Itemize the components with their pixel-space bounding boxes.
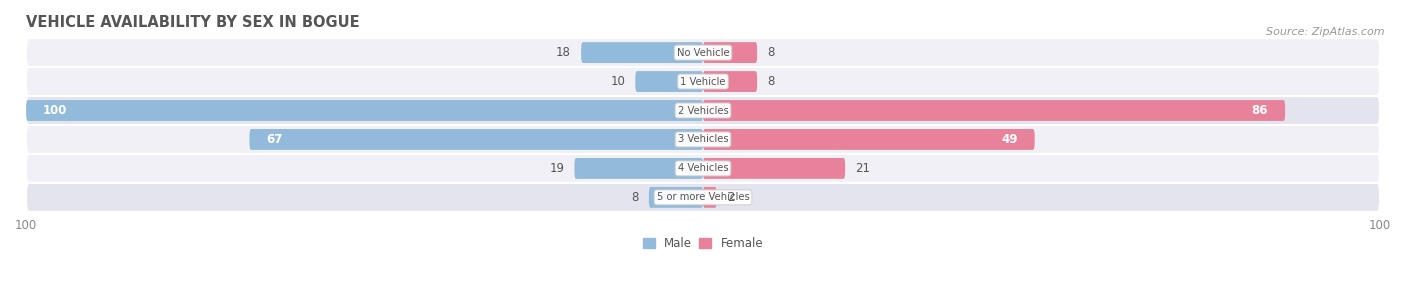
Text: 2: 2 bbox=[727, 191, 734, 204]
Text: 2 Vehicles: 2 Vehicles bbox=[678, 106, 728, 116]
Text: 1 Vehicle: 1 Vehicle bbox=[681, 77, 725, 87]
Text: 100: 100 bbox=[44, 104, 67, 117]
Text: VEHICLE AVAILABILITY BY SEX IN BOGUE: VEHICLE AVAILABILITY BY SEX IN BOGUE bbox=[27, 15, 360, 30]
Text: 8: 8 bbox=[631, 191, 638, 204]
Text: 4 Vehicles: 4 Vehicles bbox=[678, 163, 728, 174]
Text: No Vehicle: No Vehicle bbox=[676, 48, 730, 58]
FancyBboxPatch shape bbox=[249, 129, 703, 150]
Text: 8: 8 bbox=[768, 75, 775, 88]
FancyBboxPatch shape bbox=[581, 42, 703, 63]
Text: Source: ZipAtlas.com: Source: ZipAtlas.com bbox=[1267, 27, 1385, 38]
Text: 19: 19 bbox=[550, 162, 564, 175]
FancyBboxPatch shape bbox=[575, 158, 703, 179]
FancyBboxPatch shape bbox=[25, 125, 1381, 154]
FancyBboxPatch shape bbox=[636, 71, 703, 92]
Text: 3 Vehicles: 3 Vehicles bbox=[678, 135, 728, 145]
FancyBboxPatch shape bbox=[648, 187, 703, 208]
Text: 5 or more Vehicles: 5 or more Vehicles bbox=[657, 192, 749, 202]
Text: 21: 21 bbox=[855, 162, 870, 175]
FancyBboxPatch shape bbox=[703, 158, 845, 179]
Text: 10: 10 bbox=[610, 75, 626, 88]
FancyBboxPatch shape bbox=[703, 71, 758, 92]
FancyBboxPatch shape bbox=[25, 67, 1381, 96]
FancyBboxPatch shape bbox=[25, 154, 1381, 183]
FancyBboxPatch shape bbox=[25, 96, 1381, 125]
Text: 49: 49 bbox=[1001, 133, 1018, 146]
FancyBboxPatch shape bbox=[27, 100, 703, 121]
FancyBboxPatch shape bbox=[25, 183, 1381, 212]
Text: 18: 18 bbox=[557, 46, 571, 59]
Text: 67: 67 bbox=[266, 133, 283, 146]
FancyBboxPatch shape bbox=[703, 129, 1035, 150]
FancyBboxPatch shape bbox=[703, 187, 717, 208]
FancyBboxPatch shape bbox=[703, 42, 758, 63]
FancyBboxPatch shape bbox=[25, 38, 1381, 67]
Legend: Male, Female: Male, Female bbox=[638, 232, 768, 255]
FancyBboxPatch shape bbox=[703, 100, 1285, 121]
Text: 8: 8 bbox=[768, 46, 775, 59]
Text: 86: 86 bbox=[1251, 104, 1268, 117]
